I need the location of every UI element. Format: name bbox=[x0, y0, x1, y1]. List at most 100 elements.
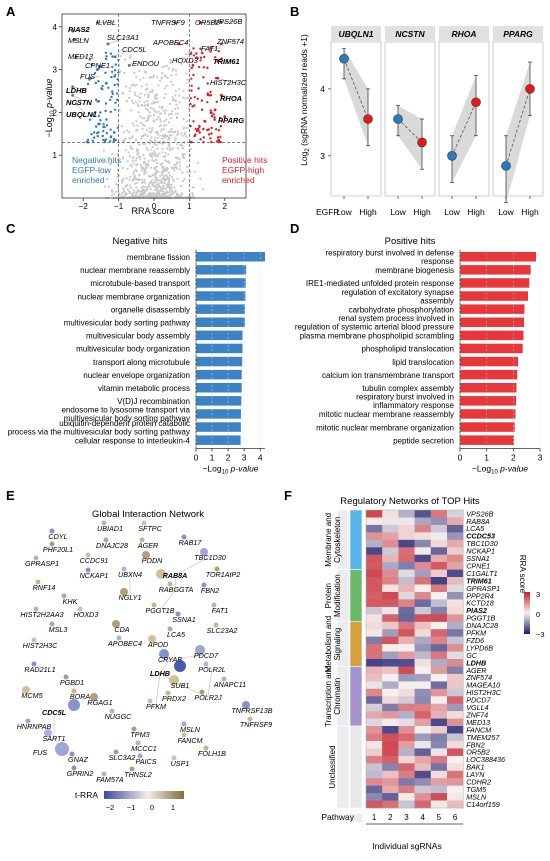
volcano-point bbox=[161, 137, 164, 140]
heatmap-cell bbox=[382, 763, 399, 772]
heatmap-cell bbox=[447, 510, 464, 518]
volcano-point bbox=[159, 174, 162, 177]
network-node bbox=[55, 742, 69, 756]
volcano-x-tick: −1 bbox=[114, 202, 124, 211]
volcano-gene-label: MSLN bbox=[68, 36, 89, 45]
volcano-point bbox=[138, 155, 141, 159]
volcano-hit-point bbox=[107, 86, 110, 90]
bar bbox=[460, 291, 528, 301]
bar-x-tick: 0 bbox=[458, 453, 463, 463]
volcano-point bbox=[137, 178, 141, 181]
volcano-hit-point bbox=[209, 137, 212, 140]
heatmap-cell bbox=[382, 748, 399, 757]
heatmap-cell bbox=[366, 629, 383, 637]
volcano-hit-point bbox=[192, 120, 195, 123]
volcano-point bbox=[139, 190, 142, 193]
heatmap-cell bbox=[382, 524, 399, 533]
volcano-hit-point bbox=[194, 133, 197, 136]
network-gene-label: UBIAD1 bbox=[97, 524, 123, 533]
mean-point bbox=[471, 97, 481, 108]
network-node bbox=[49, 621, 55, 627]
heatmap-cell bbox=[398, 741, 415, 749]
bar bbox=[196, 435, 241, 445]
network-node bbox=[221, 676, 227, 682]
volcano-point bbox=[172, 131, 175, 134]
heatmap-cell bbox=[414, 636, 432, 645]
volcano-point bbox=[160, 129, 163, 132]
heatmap-row-label: MSLN bbox=[466, 792, 487, 801]
bar-category-label: microtubule-based transport bbox=[90, 279, 190, 288]
heatmap-cell bbox=[447, 763, 464, 772]
gene-strip-ubqln1 bbox=[331, 26, 381, 41]
network-gene-label: FANCM bbox=[177, 736, 202, 745]
network-legend-tick: −2 bbox=[106, 803, 115, 812]
volcano-point bbox=[179, 144, 182, 147]
volcano-point bbox=[138, 100, 141, 103]
volcano-point bbox=[181, 153, 184, 156]
volcano-point bbox=[118, 109, 121, 112]
volcano-point bbox=[164, 178, 167, 181]
network-node bbox=[33, 606, 39, 612]
pathway-swatch bbox=[350, 814, 362, 822]
heatmap-cell bbox=[447, 651, 464, 660]
network-gene-label: RABGGTA bbox=[159, 585, 194, 594]
network-gene-label: NGLY1 bbox=[119, 593, 142, 602]
network-node bbox=[77, 606, 83, 612]
heatmap-cell bbox=[414, 726, 432, 734]
volcano-point bbox=[168, 174, 171, 177]
volcano-point bbox=[146, 188, 149, 191]
heatmap-cell bbox=[382, 733, 399, 742]
heatmap-cell bbox=[430, 733, 448, 742]
ribbon bbox=[344, 48, 368, 146]
volcano-point bbox=[151, 152, 154, 155]
network-node bbox=[141, 520, 147, 526]
volcano-point bbox=[136, 128, 139, 131]
volcano-point bbox=[165, 84, 168, 87]
heatmap-row-label: GC bbox=[466, 651, 478, 660]
volcano-hit-point bbox=[112, 131, 116, 134]
volcano-point bbox=[163, 74, 166, 77]
heatmap-cell bbox=[382, 510, 399, 518]
heatmap-cell bbox=[430, 696, 448, 705]
volcano-point bbox=[135, 83, 138, 87]
volcano-point bbox=[140, 166, 143, 169]
volcano-point bbox=[162, 166, 165, 169]
volcano-point bbox=[181, 180, 185, 183]
volcano-point bbox=[167, 144, 170, 147]
heatmap-row-label: CDHR2 bbox=[466, 778, 491, 787]
volcano-hit-point bbox=[203, 55, 206, 59]
heatmap-cell bbox=[447, 741, 464, 749]
heatmap-cell bbox=[366, 547, 383, 556]
volcano-point bbox=[178, 164, 181, 167]
volcano-point bbox=[152, 113, 156, 117]
bar-x-tick: 0 bbox=[194, 453, 199, 463]
volcano-hit-point bbox=[109, 140, 112, 143]
volcano-hit-point bbox=[114, 101, 117, 105]
heatmap-cell bbox=[398, 778, 415, 786]
volcano-point bbox=[104, 171, 107, 174]
volcano-point bbox=[166, 182, 170, 185]
network-node bbox=[213, 622, 219, 628]
volcano-hit-point bbox=[209, 94, 213, 97]
volcano-point bbox=[165, 124, 168, 127]
volcano-hit-point bbox=[104, 102, 108, 105]
volcano-point bbox=[128, 56, 132, 59]
network-gene-label: HIST2H3C bbox=[23, 641, 59, 650]
volcano-point bbox=[132, 102, 135, 105]
volcano-point bbox=[136, 103, 139, 106]
volcano-point bbox=[167, 113, 170, 116]
volcano-point bbox=[160, 106, 164, 109]
heatmap-legend-gradient bbox=[524, 592, 530, 634]
volcano-gene-label: TNFRSF9 bbox=[151, 18, 186, 27]
negative-hits-note-3: enriched bbox=[72, 175, 105, 185]
volcano-point bbox=[114, 73, 117, 76]
x-tick-low: Low bbox=[498, 207, 514, 217]
volcano-point bbox=[153, 174, 156, 177]
volcano-hit-point bbox=[215, 100, 218, 104]
volcano-point bbox=[176, 132, 179, 135]
network-gene-label: RAD21L1 bbox=[24, 665, 55, 674]
volcano-hit-point bbox=[192, 47, 195, 50]
volcano-gene-label: UBQLN1 bbox=[66, 110, 97, 119]
volcano-hit-point bbox=[202, 76, 205, 79]
volcano-point bbox=[164, 151, 167, 155]
